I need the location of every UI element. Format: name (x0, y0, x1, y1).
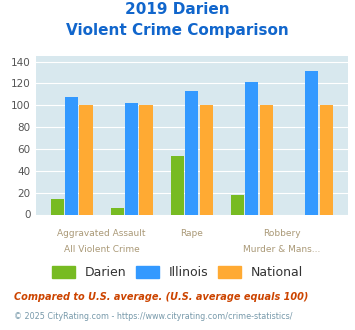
Bar (245, 82, 258, 214)
Bar (200, 105, 213, 214)
Bar (305, 71, 318, 215)
Text: 2019 Darien: 2019 Darien (125, 2, 230, 16)
Bar (80, 105, 93, 214)
Text: © 2025 CityRating.com - https://www.cityrating.com/crime-statistics/: © 2025 CityRating.com - https://www.city… (14, 312, 293, 321)
Bar (260, 105, 273, 214)
Bar (65, 96, 78, 214)
Bar (185, 91, 198, 214)
Legend: Darien, Illinois, National: Darien, Illinois, National (48, 262, 307, 283)
Bar (140, 105, 153, 214)
Bar (320, 105, 333, 214)
Text: Aggravated Assault: Aggravated Assault (58, 229, 146, 238)
Text: All Violent Crime: All Violent Crime (64, 245, 140, 254)
Text: Compared to U.S. average. (U.S. average equals 100): Compared to U.S. average. (U.S. average … (14, 292, 308, 302)
Text: Murder & Mans...: Murder & Mans... (243, 245, 321, 254)
Bar (125, 103, 138, 214)
Bar (111, 208, 124, 214)
Text: Rape: Rape (180, 229, 203, 238)
Text: Robbery: Robbery (263, 229, 301, 238)
Text: Violent Crime Comparison: Violent Crime Comparison (66, 23, 289, 38)
Bar (171, 155, 184, 214)
Bar (231, 195, 244, 214)
Bar (50, 199, 64, 214)
